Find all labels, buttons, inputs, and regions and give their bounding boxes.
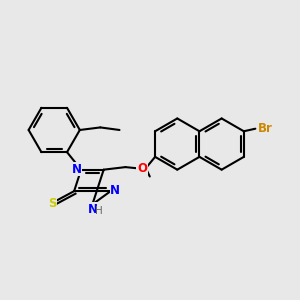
Text: N: N	[72, 163, 82, 176]
Text: S: S	[48, 197, 56, 210]
Text: Br: Br	[258, 122, 273, 135]
Text: O: O	[137, 162, 147, 175]
Text: N: N	[87, 203, 98, 216]
Text: H: H	[95, 206, 103, 216]
Text: N: N	[110, 184, 120, 197]
